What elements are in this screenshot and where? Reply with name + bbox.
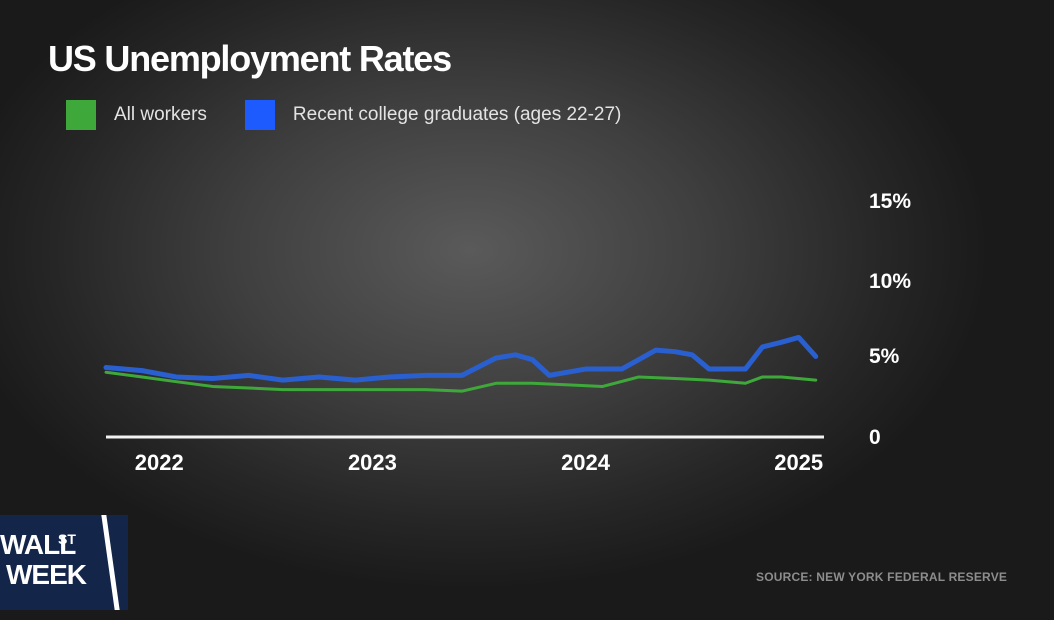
series-line-all-workers (104, 370, 818, 393)
series-layer (103, 334, 819, 393)
x-tick-labels: 2022 2023 2024 2025 (135, 450, 823, 475)
source-note: SOURCE: NEW YORK FEDERAL RESERVE (756, 570, 1008, 584)
logo-slash (101, 515, 120, 610)
legend-swatch-all-workers (66, 100, 96, 130)
x-tick-label-2023: 2023 (348, 450, 397, 475)
y-tick-label-0: 0 (869, 426, 881, 449)
legend-swatch-recent-graduates (244, 100, 275, 130)
x-tick-label-2025: 2025 (774, 450, 823, 475)
legend: All workers Recent college graduates (ag… (66, 100, 659, 130)
x-tick-label-2024: 2024 (561, 450, 611, 475)
x-tick-label-2022: 2022 (135, 450, 184, 475)
y-tick-label-15: 15% (869, 190, 911, 213)
logo-wall-text: WALL (0, 529, 76, 560)
y-tick-label-10: 10% (869, 270, 911, 293)
logo-week-text: WEEK (6, 559, 87, 590)
chart-title: US Unemployment Rates (48, 38, 452, 79)
legend-label-recent-graduates: Recent college graduates (ages 22-27) (292, 104, 622, 125)
logo-st-text: ST (58, 531, 76, 547)
y-tick-label-5: 5% (869, 345, 900, 368)
legend-label-all-workers: All workers (114, 104, 207, 125)
y-tick-labels: 0 5% 10% 15% (869, 190, 911, 449)
legend-item-recent-graduates: Recent college graduates (ages 22-27) (244, 100, 622, 130)
wall-st-week-logo: WALL ST WEEK (0, 515, 128, 610)
legend-item-all-workers: All workers (66, 100, 207, 130)
series-line-recent-graduates (103, 334, 819, 383)
